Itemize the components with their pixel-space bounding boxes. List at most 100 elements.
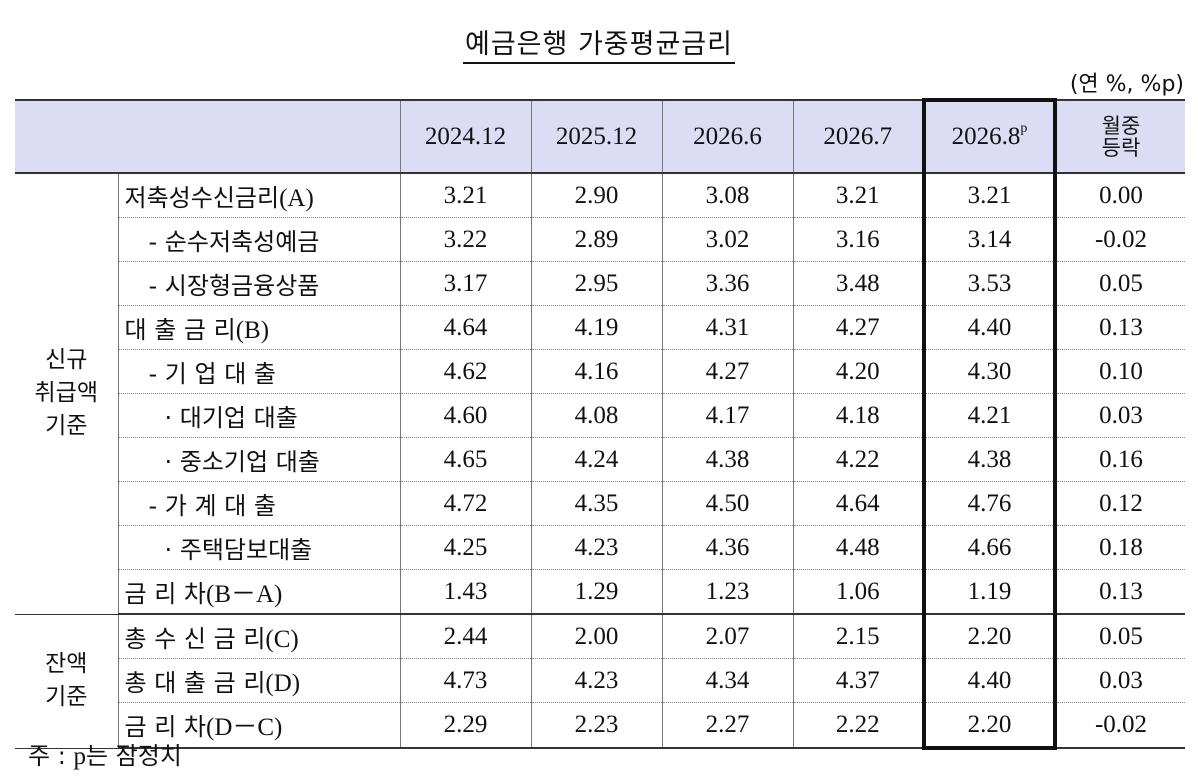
cell-value: 4.20: [792, 349, 924, 394]
cell-value: 2.27: [661, 702, 793, 749]
row-label: · 주택담보대출: [117, 525, 400, 570]
rate-table: 2024.12 2025.12 2026.6 2026.7 2026.8p 월중…: [15, 98, 1185, 750]
cell-value: -0.02: [1054, 702, 1185, 749]
row-label: - 가 계 대 출: [117, 481, 400, 526]
cell-value: 3.53: [922, 261, 1057, 306]
cell-value: 4.22: [792, 437, 924, 482]
row-label: - 순수저축성예금: [117, 217, 400, 262]
cell-value: 4.23: [530, 525, 662, 570]
cell-value: 3.36: [661, 261, 793, 306]
table-row: 총 대 출 금 리(D) 4.73 4.23 4.34 4.37 4.40 0.…: [15, 658, 1185, 703]
cell-value: 0.05: [1054, 261, 1185, 306]
row-label: · 대기업 대출: [117, 393, 400, 438]
table-row: - 기 업 대 출 4.62 4.16 4.27 4.20 4.30 0.10: [15, 349, 1185, 394]
cell-value: 2.20: [922, 614, 1057, 659]
row-label: · 중소기업 대출: [117, 437, 400, 482]
row-label: 총 수 신 금 리(C): [117, 614, 400, 659]
table-row: 대 출 금 리(B) 4.64 4.19 4.31 4.27 4.40 0.13: [15, 305, 1185, 350]
cell-value: 0.13: [1054, 305, 1185, 350]
cell-value: 2.89: [530, 217, 662, 262]
cell-value: 0.05: [1054, 614, 1185, 659]
table-row: · 대기업 대출 4.60 4.08 4.17 4.18 4.21 0.03: [15, 393, 1185, 438]
header-row: 2024.12 2025.12 2026.6 2026.7 2026.8p 월중…: [15, 98, 1185, 174]
cell-value: 0.00: [1054, 173, 1185, 218]
cell-value: 4.27: [792, 305, 924, 350]
group-label-new-loans: 신규 취급액 기준: [15, 173, 118, 615]
cell-value: 4.27: [661, 349, 793, 394]
cell-value: 4.24: [530, 437, 662, 482]
table-row: · 중소기업 대출 4.65 4.24 4.38 4.22 4.38 0.16: [15, 437, 1185, 482]
cell-value: 4.64: [792, 481, 924, 526]
cell-value: 4.17: [661, 393, 793, 438]
col-header-2026-8-text: 2026.8: [951, 123, 1021, 150]
cell-value: 4.65: [399, 437, 531, 482]
cell-value: 4.76: [922, 481, 1057, 526]
cell-value: 2.20: [922, 702, 1057, 750]
table-row: 신규 취급액 기준 저축성수신금리(A) 3.21 2.90 3.08 3.21 3…: [15, 173, 1185, 615]
cell-value: 2.90: [530, 173, 662, 218]
cell-value: 0.16: [1054, 437, 1185, 482]
preliminary-mark: p: [1020, 121, 1028, 136]
header-blank: [15, 99, 401, 174]
page-title-text: 예금은행 가중평균금리: [463, 29, 735, 64]
table-row: - 순수저축성예금 3.22 2.89 3.02 3.16 3.14 -0.02: [15, 217, 1185, 262]
cell-value: 2.00: [530, 614, 662, 659]
cell-value: 4.35: [530, 481, 662, 526]
cell-value: 2.22: [792, 702, 924, 749]
row-label: 금 리 차(B－A): [117, 569, 400, 615]
cell-value: 0.18: [1054, 525, 1185, 570]
cell-value: 4.31: [661, 305, 793, 350]
col-header-2026-7: 2026.7: [792, 99, 925, 174]
cell-value: 0.03: [1054, 658, 1185, 703]
table-row: - 가 계 대 출 4.72 4.35 4.50 4.64 4.76 0.12: [15, 481, 1185, 526]
col-header-monthly-change: 월중 등락: [1054, 99, 1185, 174]
cell-value: 0.03: [1054, 393, 1185, 438]
col-header-change-line2: 등락: [1101, 135, 1141, 160]
table-row: 금 리 차(B－A) 1.43 1.29 1.23 1.06 1.19 0.13: [15, 569, 1185, 615]
cell-value: 3.17: [399, 261, 531, 306]
cell-value: 2.07: [661, 614, 793, 659]
table-row: - 시장형금융상품 3.17 2.95 3.36 3.48 3.53 0.05: [15, 261, 1185, 306]
footnote: 주 : p는 잠정치: [28, 742, 182, 770]
cell-value: 2.95: [530, 261, 662, 306]
row-label: - 시장형금융상품: [117, 261, 400, 306]
cell-value: 4.19: [530, 305, 662, 350]
cell-value: 3.14: [922, 217, 1057, 262]
cell-value: 4.60: [399, 393, 531, 438]
cell-value: 4.23: [530, 658, 662, 703]
table-row: 금 리 차(D－C) 2.29 2.23 2.27 2.22 2.20 -0.0…: [15, 702, 1185, 750]
cell-value: 3.48: [792, 261, 924, 306]
cell-value: 4.73: [399, 658, 531, 703]
cell-value: 3.22: [399, 217, 531, 262]
cell-value: 1.06: [792, 569, 924, 615]
col-header-2024-12: 2024.12: [399, 99, 532, 174]
cell-value: 1.19: [922, 569, 1057, 615]
cell-value: 2.44: [399, 614, 531, 659]
cell-value: 4.40: [922, 305, 1057, 350]
cell-value: 4.72: [399, 481, 531, 526]
cell-value: 4.25: [399, 525, 531, 570]
cell-value: 4.16: [530, 349, 662, 394]
row-label: 총 대 출 금 리(D): [117, 658, 400, 703]
cell-value: 4.64: [399, 305, 531, 350]
cell-value: 4.66: [922, 525, 1057, 570]
cell-value: 1.43: [399, 569, 531, 615]
cell-value: 4.36: [661, 525, 793, 570]
col-header-2025-12: 2025.12: [530, 99, 663, 174]
col-header-2026-6: 2026.6: [661, 99, 794, 174]
cell-value: 3.02: [661, 217, 793, 262]
cell-value: 2.23: [530, 702, 662, 749]
cell-value: 3.16: [792, 217, 924, 262]
table-row: 잔액 기준 총 수 신 금 리(C) 2.44 2.00 2.07 2.15 2.…: [15, 614, 1185, 749]
cell-value: 2.15: [792, 614, 924, 659]
cell-value: 4.34: [661, 658, 793, 703]
row-label: 대 출 금 리(B): [117, 305, 400, 350]
cell-value: 4.50: [661, 481, 793, 526]
row-label: - 기 업 대 출: [117, 349, 400, 394]
cell-value: 4.30: [922, 349, 1057, 394]
cell-value: 3.21: [399, 173, 531, 218]
cell-value: 4.48: [792, 525, 924, 570]
cell-value: 4.21: [922, 393, 1057, 438]
cell-value: 4.38: [922, 437, 1057, 482]
cell-value: 0.13: [1054, 569, 1185, 615]
